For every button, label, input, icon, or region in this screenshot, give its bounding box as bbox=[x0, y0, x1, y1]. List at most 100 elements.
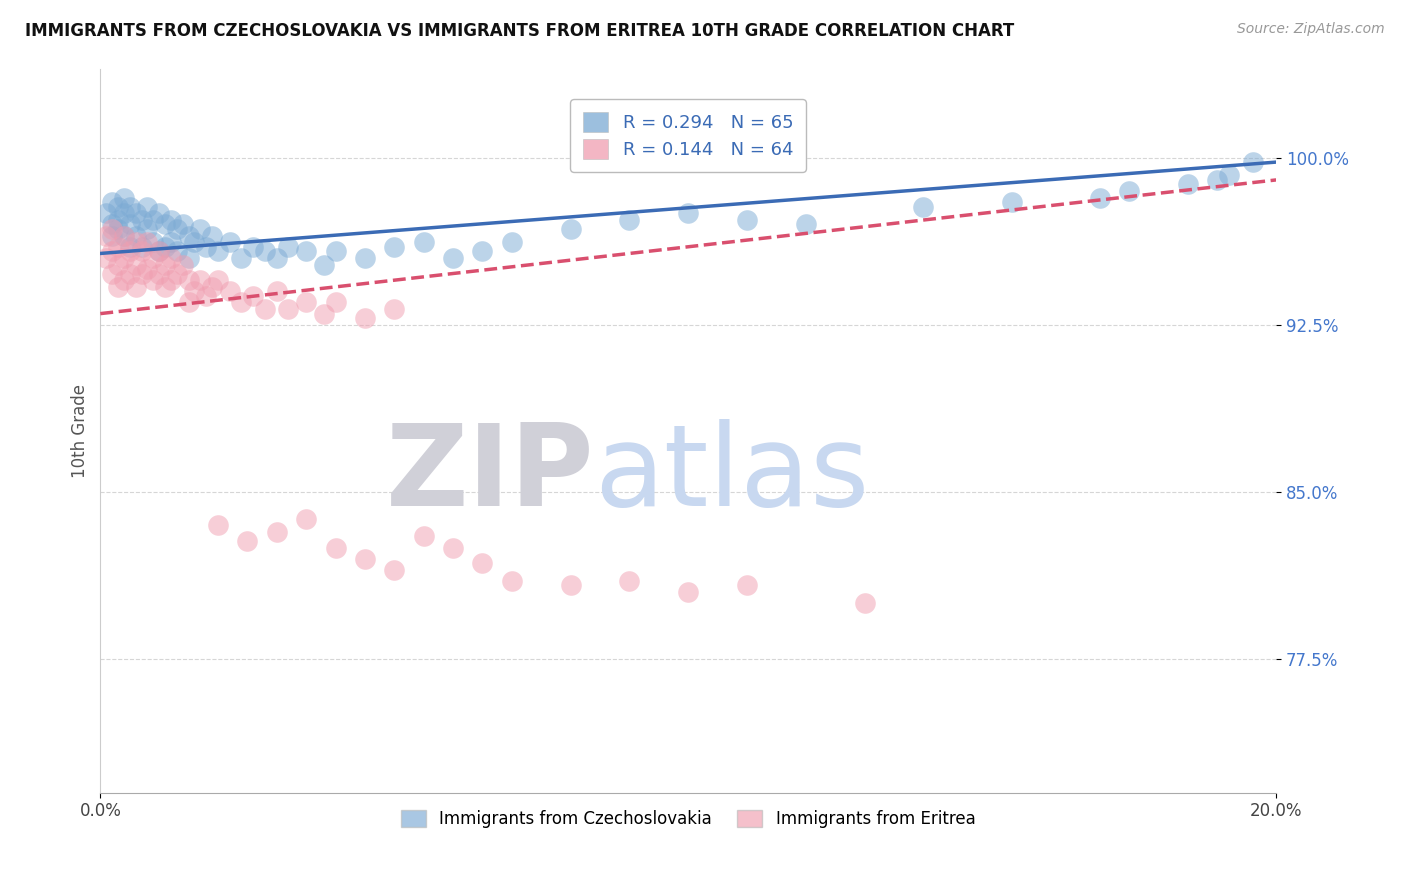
Point bbox=[153, 240, 176, 254]
Point bbox=[148, 244, 170, 259]
Point bbox=[295, 295, 318, 310]
Point bbox=[218, 285, 240, 299]
Point bbox=[1088, 191, 1111, 205]
Text: ZIP: ZIP bbox=[385, 418, 595, 530]
Point bbox=[266, 524, 288, 539]
Point bbox=[619, 213, 641, 227]
Point bbox=[266, 251, 288, 265]
Point bbox=[242, 240, 264, 254]
Point bbox=[188, 273, 211, 287]
Point bbox=[96, 251, 118, 265]
Point bbox=[236, 533, 259, 548]
Point bbox=[295, 511, 318, 525]
Point bbox=[124, 235, 146, 250]
Point bbox=[201, 228, 224, 243]
Legend: Immigrants from Czechoslovakia, Immigrants from Eritrea: Immigrants from Czechoslovakia, Immigran… bbox=[395, 804, 981, 835]
Point bbox=[676, 585, 699, 599]
Point bbox=[735, 578, 758, 592]
Point bbox=[242, 289, 264, 303]
Point bbox=[177, 251, 200, 265]
Point bbox=[118, 267, 141, 281]
Point bbox=[560, 222, 582, 236]
Point bbox=[142, 235, 165, 250]
Point bbox=[1177, 178, 1199, 192]
Point bbox=[142, 213, 165, 227]
Point bbox=[501, 574, 523, 588]
Point bbox=[118, 218, 141, 232]
Point bbox=[101, 222, 124, 236]
Point bbox=[354, 551, 377, 566]
Point bbox=[188, 222, 211, 236]
Point bbox=[207, 244, 229, 259]
Point bbox=[107, 258, 129, 272]
Point bbox=[207, 518, 229, 533]
Text: IMMIGRANTS FROM CZECHOSLOVAKIA VS IMMIGRANTS FROM ERITREA 10TH GRADE CORRELATION: IMMIGRANTS FROM CZECHOSLOVAKIA VS IMMIGR… bbox=[25, 22, 1015, 40]
Point bbox=[153, 258, 176, 272]
Point bbox=[136, 200, 159, 214]
Point bbox=[112, 191, 135, 205]
Text: Source: ZipAtlas.com: Source: ZipAtlas.com bbox=[1237, 22, 1385, 37]
Point bbox=[325, 541, 347, 555]
Point bbox=[112, 273, 135, 287]
Point bbox=[131, 213, 153, 227]
Point bbox=[312, 307, 335, 321]
Point bbox=[207, 273, 229, 287]
Point bbox=[136, 222, 159, 236]
Point bbox=[107, 213, 129, 227]
Point bbox=[218, 235, 240, 250]
Point bbox=[325, 295, 347, 310]
Point bbox=[107, 240, 129, 254]
Point bbox=[1241, 155, 1264, 169]
Point bbox=[153, 280, 176, 294]
Point bbox=[124, 280, 146, 294]
Point bbox=[166, 222, 188, 236]
Point bbox=[142, 251, 165, 265]
Point bbox=[177, 273, 200, 287]
Point bbox=[160, 213, 183, 227]
Point bbox=[118, 240, 141, 254]
Point bbox=[124, 228, 146, 243]
Point bbox=[101, 267, 124, 281]
Point bbox=[118, 200, 141, 214]
Text: atlas: atlas bbox=[595, 418, 869, 530]
Point bbox=[1218, 169, 1240, 183]
Point bbox=[96, 228, 118, 243]
Point bbox=[1206, 173, 1229, 187]
Point bbox=[166, 244, 188, 259]
Point bbox=[266, 285, 288, 299]
Point bbox=[107, 222, 129, 236]
Point bbox=[160, 273, 183, 287]
Point bbox=[853, 596, 876, 610]
Point bbox=[148, 206, 170, 220]
Point bbox=[471, 556, 494, 570]
Point bbox=[676, 206, 699, 220]
Point bbox=[735, 213, 758, 227]
Point bbox=[101, 218, 124, 232]
Point bbox=[136, 235, 159, 250]
Point bbox=[148, 267, 170, 281]
Point bbox=[153, 218, 176, 232]
Point bbox=[441, 251, 464, 265]
Point bbox=[131, 240, 153, 254]
Point bbox=[382, 563, 405, 577]
Point bbox=[195, 289, 218, 303]
Point bbox=[183, 235, 205, 250]
Point bbox=[312, 258, 335, 272]
Point bbox=[354, 251, 377, 265]
Point bbox=[195, 240, 218, 254]
Point bbox=[160, 251, 183, 265]
Point bbox=[148, 244, 170, 259]
Point bbox=[112, 228, 135, 243]
Point bbox=[441, 541, 464, 555]
Point bbox=[177, 228, 200, 243]
Point bbox=[101, 195, 124, 210]
Point bbox=[325, 244, 347, 259]
Point bbox=[471, 244, 494, 259]
Point bbox=[295, 244, 318, 259]
Point bbox=[172, 258, 194, 272]
Y-axis label: 10th Grade: 10th Grade bbox=[72, 384, 89, 477]
Point bbox=[231, 251, 253, 265]
Point bbox=[1000, 195, 1022, 210]
Point bbox=[96, 206, 118, 220]
Point bbox=[118, 244, 141, 259]
